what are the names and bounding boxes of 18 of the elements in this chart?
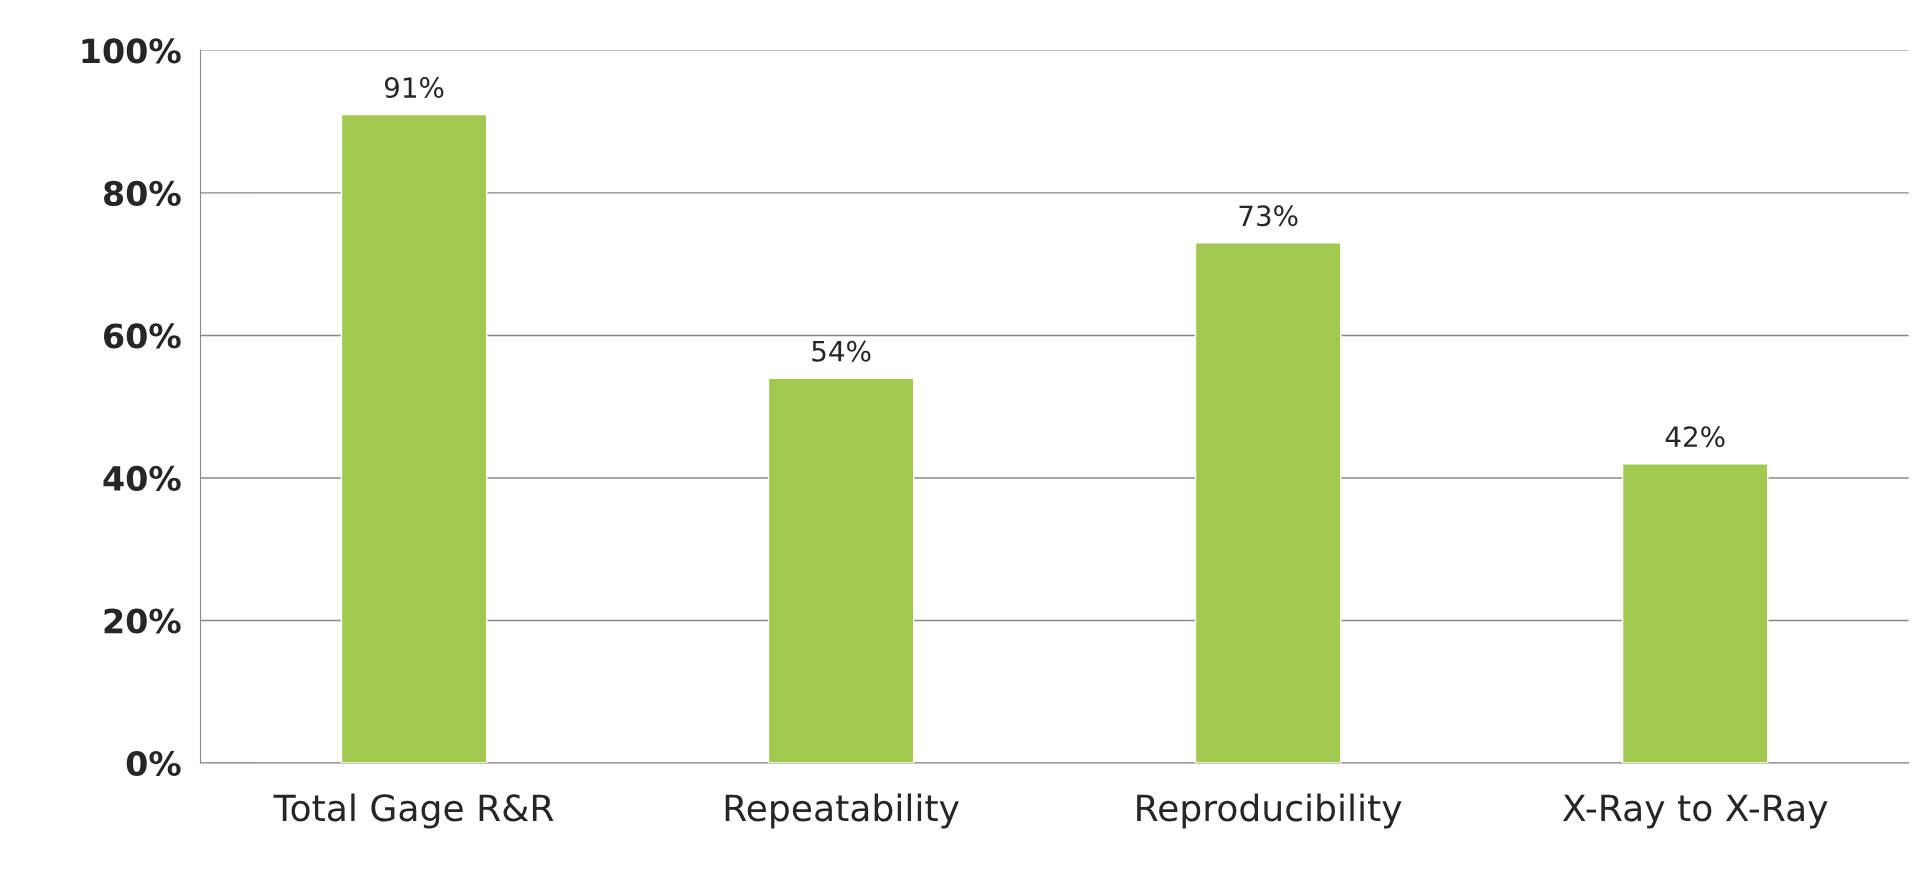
data-label: 91%	[384, 77, 444, 99]
bar	[1621, 463, 1769, 763]
x-tick-label: Repeatability	[725, 793, 959, 829]
x-tick-label: Total Gage R&R	[273, 793, 554, 829]
y-tick-label: 0%	[126, 750, 181, 777]
y-tick-label: 40%	[103, 465, 181, 492]
y-tick-label: 20%	[104, 608, 181, 634]
bar	[340, 113, 488, 763]
y-tick-label: 100%	[82, 38, 181, 64]
bar	[1194, 242, 1342, 763]
y-tick-label: 80%	[104, 180, 181, 207]
x-tick-label: Reproducibility	[1137, 793, 1402, 829]
data-label: 54%	[812, 340, 871, 362]
data-label: 42%	[1665, 426, 1725, 448]
x-tick-label: X-Ray to X-Ray	[1562, 794, 1828, 829]
y-tick-label: 60%	[104, 323, 181, 349]
data-label: 73%	[1239, 205, 1298, 227]
bar	[767, 377, 915, 763]
